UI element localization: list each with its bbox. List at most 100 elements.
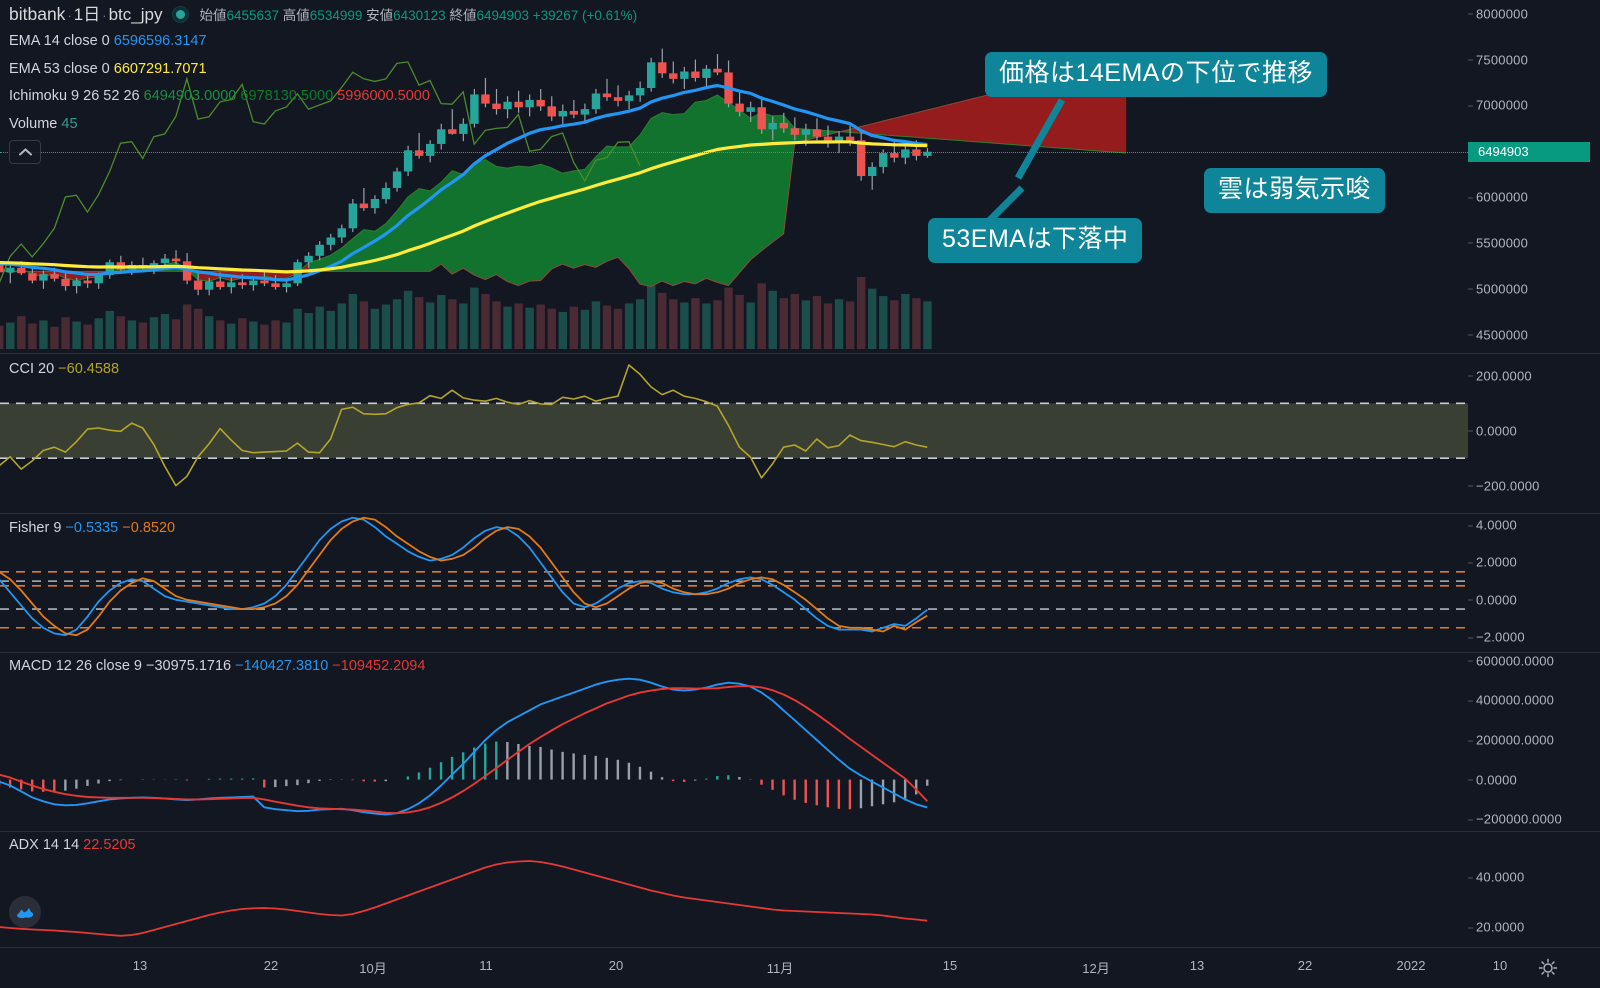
annotation-callout-2[interactable]: 53EMAは下落中: [928, 218, 1143, 263]
axis-tick: 6000000: [1467, 189, 1529, 205]
adx-legend[interactable]: ADX 14 14 22.5205: [9, 838, 136, 853]
fisher-axis[interactable]: 4.0000 2.0000 0.0000 −2.0000: [1468, 514, 1600, 652]
axis-tick: 7500000: [1467, 52, 1529, 68]
symbol-legend[interactable]: bitbank · 1日 · btc_jpy 始値6455637 高値6534999 安値…: [9, 4, 637, 24]
cci-panel[interactable]: [0, 354, 1468, 513]
panel-separator-macd: [0, 652, 1600, 653]
axis-tick: 20.0000: [1467, 919, 1525, 935]
panel-separator-adx: [0, 831, 1600, 832]
open-value: 6455637: [226, 8, 280, 23]
exchange-name[interactable]: bitbank: [9, 4, 66, 24]
legend-separator-2: ·: [102, 8, 107, 23]
macd-panel[interactable]: [0, 653, 1468, 831]
close-label: 終値: [449, 8, 477, 23]
volume-legend[interactable]: Volume 45: [9, 117, 78, 132]
high-value: 6534999: [309, 8, 363, 23]
time-axis-label: 15: [942, 958, 958, 973]
time-axis-label: 13: [1189, 958, 1205, 973]
time-axis-label: 22: [1297, 958, 1313, 973]
fisher-panel[interactable]: [0, 514, 1468, 652]
axis-tick: 5000000: [1467, 281, 1529, 297]
low-label: 安値: [366, 8, 394, 23]
axis-tick: 8000000: [1467, 6, 1529, 22]
close-value: 6494903: [476, 8, 530, 23]
change-percent: (+0.61%): [581, 8, 638, 23]
macd-axis[interactable]: 600000.0000 400000.0000 200000.0000 0.0000 −…: [1467, 653, 1600, 831]
panel-separator-fisher: [0, 513, 1600, 514]
axis-tick: 200000.0000: [1467, 732, 1555, 748]
annotation-callout-1[interactable]: 価格は14EMAの下位で推移: [985, 52, 1327, 97]
cci-axis[interactable]: 200.0000 0.0000 −200.0000: [1468, 354, 1600, 513]
ichimoku-legend[interactable]: Ichimoku 9 26 52 26 6494903.0000 6978130…: [9, 89, 430, 104]
macd-legend[interactable]: MACD 12 26 close 9 −30975.1716 −140427.3…: [9, 659, 425, 674]
volume-title: Volume: [9, 116, 58, 132]
fisher-value-1: −0.5335: [65, 520, 119, 536]
macd-title: MACD 12 26 close 9: [9, 658, 142, 674]
time-axis-label: 13: [132, 958, 148, 973]
time-axis[interactable]: 13 22 10月 11 20 11月 15 12月 13 22 2022 10: [0, 947, 1600, 988]
ema53-title: EMA 53 close 0: [9, 61, 110, 77]
axis-tick: −2.0000: [1468, 629, 1525, 645]
ema53-value: 6607291.7071: [113, 61, 207, 77]
axis-tick: 0.0000: [1468, 423, 1517, 439]
tradingview-logo-icon[interactable]: [9, 896, 41, 928]
axis-tick: −200.0000: [1468, 478, 1540, 494]
open-label: 始値: [199, 8, 227, 23]
ohlc-values: 始値6455637 高値6534999 安値6430123 終値6494903 …: [199, 8, 637, 23]
ichimoku-value-3: 5996000.5000: [337, 88, 430, 104]
time-axis-label: 20: [608, 958, 624, 973]
current-price-line: [0, 151, 1468, 153]
low-value: 6430123: [393, 8, 446, 23]
macd-value-2: −140427.3810: [235, 658, 329, 674]
axis-tick: 600000.0000: [1467, 653, 1555, 669]
ichimoku-value-2: 6978130.5000: [240, 88, 334, 104]
ema14-legend[interactable]: EMA 14 close 0 6596596.3147: [9, 34, 207, 49]
cci-title: CCI 20: [9, 361, 55, 377]
status-dot-icon: [172, 6, 190, 23]
adx-panel[interactable]: [0, 832, 1468, 947]
fisher-value-2: −0.8520: [122, 520, 176, 536]
axis-tick: 40.0000: [1467, 869, 1525, 885]
ichimoku-title: Ichimoku 9 26 52 26: [9, 88, 140, 104]
annotation-callout-3[interactable]: 雲は弱気示唆: [1204, 168, 1386, 213]
volume-value: 45: [61, 116, 78, 132]
panel-separator-cci: [0, 353, 1600, 354]
axis-tick: −200000.0000: [1468, 811, 1562, 827]
fisher-title: Fisher 9: [9, 520, 62, 536]
time-axis-label: 22: [263, 958, 279, 973]
axis-tick: 7000000: [1467, 97, 1529, 113]
cci-legend[interactable]: CCI 20 −60.4588: [9, 362, 119, 377]
axis-tick: 2.0000: [1468, 554, 1517, 570]
time-axis-label: 12月: [1082, 961, 1110, 976]
time-axis-label: 11: [479, 958, 493, 973]
ema14-value: 6596596.3147: [113, 33, 207, 49]
axis-tick: 200.0000: [1468, 368, 1532, 384]
ichimoku-value-1: 6494903.0000: [143, 88, 237, 104]
symbol-name[interactable]: btc_jpy: [108, 5, 163, 24]
interval-label[interactable]: 1日: [73, 5, 101, 24]
adx-title: ADX 14 14: [9, 837, 80, 853]
macd-value-1: −30975.1716: [146, 658, 232, 674]
price-axis[interactable]: 8000000 7500000 7000000 6000000 5500000 50000…: [1467, 0, 1600, 353]
axis-tick: 4500000: [1467, 327, 1529, 343]
axis-tick: 400000.0000: [1467, 692, 1555, 708]
fisher-legend[interactable]: Fisher 9 −0.5335 −0.8520: [9, 521, 175, 536]
axis-tick: 4.0000: [1468, 517, 1517, 533]
cci-value: −60.4588: [58, 361, 120, 377]
axis-tick: 0.0000: [1468, 772, 1517, 788]
macd-value-3: −109452.2094: [332, 658, 426, 674]
time-axis-label: 10: [1492, 958, 1508, 973]
adx-axis[interactable]: 40.0000 20.0000: [1467, 832, 1600, 947]
ema14-title: EMA 14 close 0: [9, 33, 110, 49]
time-axis-label: 11月: [766, 961, 794, 976]
collapse-pane-button[interactable]: [9, 140, 41, 164]
time-axis-label: 2022: [1396, 958, 1426, 973]
axis-tick: 5500000: [1467, 235, 1529, 251]
time-axis-label: 10月: [359, 961, 387, 976]
ema53-legend[interactable]: EMA 53 close 0 6607291.7071: [9, 62, 207, 77]
gear-icon[interactable]: [1537, 957, 1559, 979]
time-axis-separator: [0, 947, 1600, 948]
chevron-up-icon: [18, 148, 32, 156]
current-price-tag[interactable]: 6494903: [1468, 141, 1590, 162]
